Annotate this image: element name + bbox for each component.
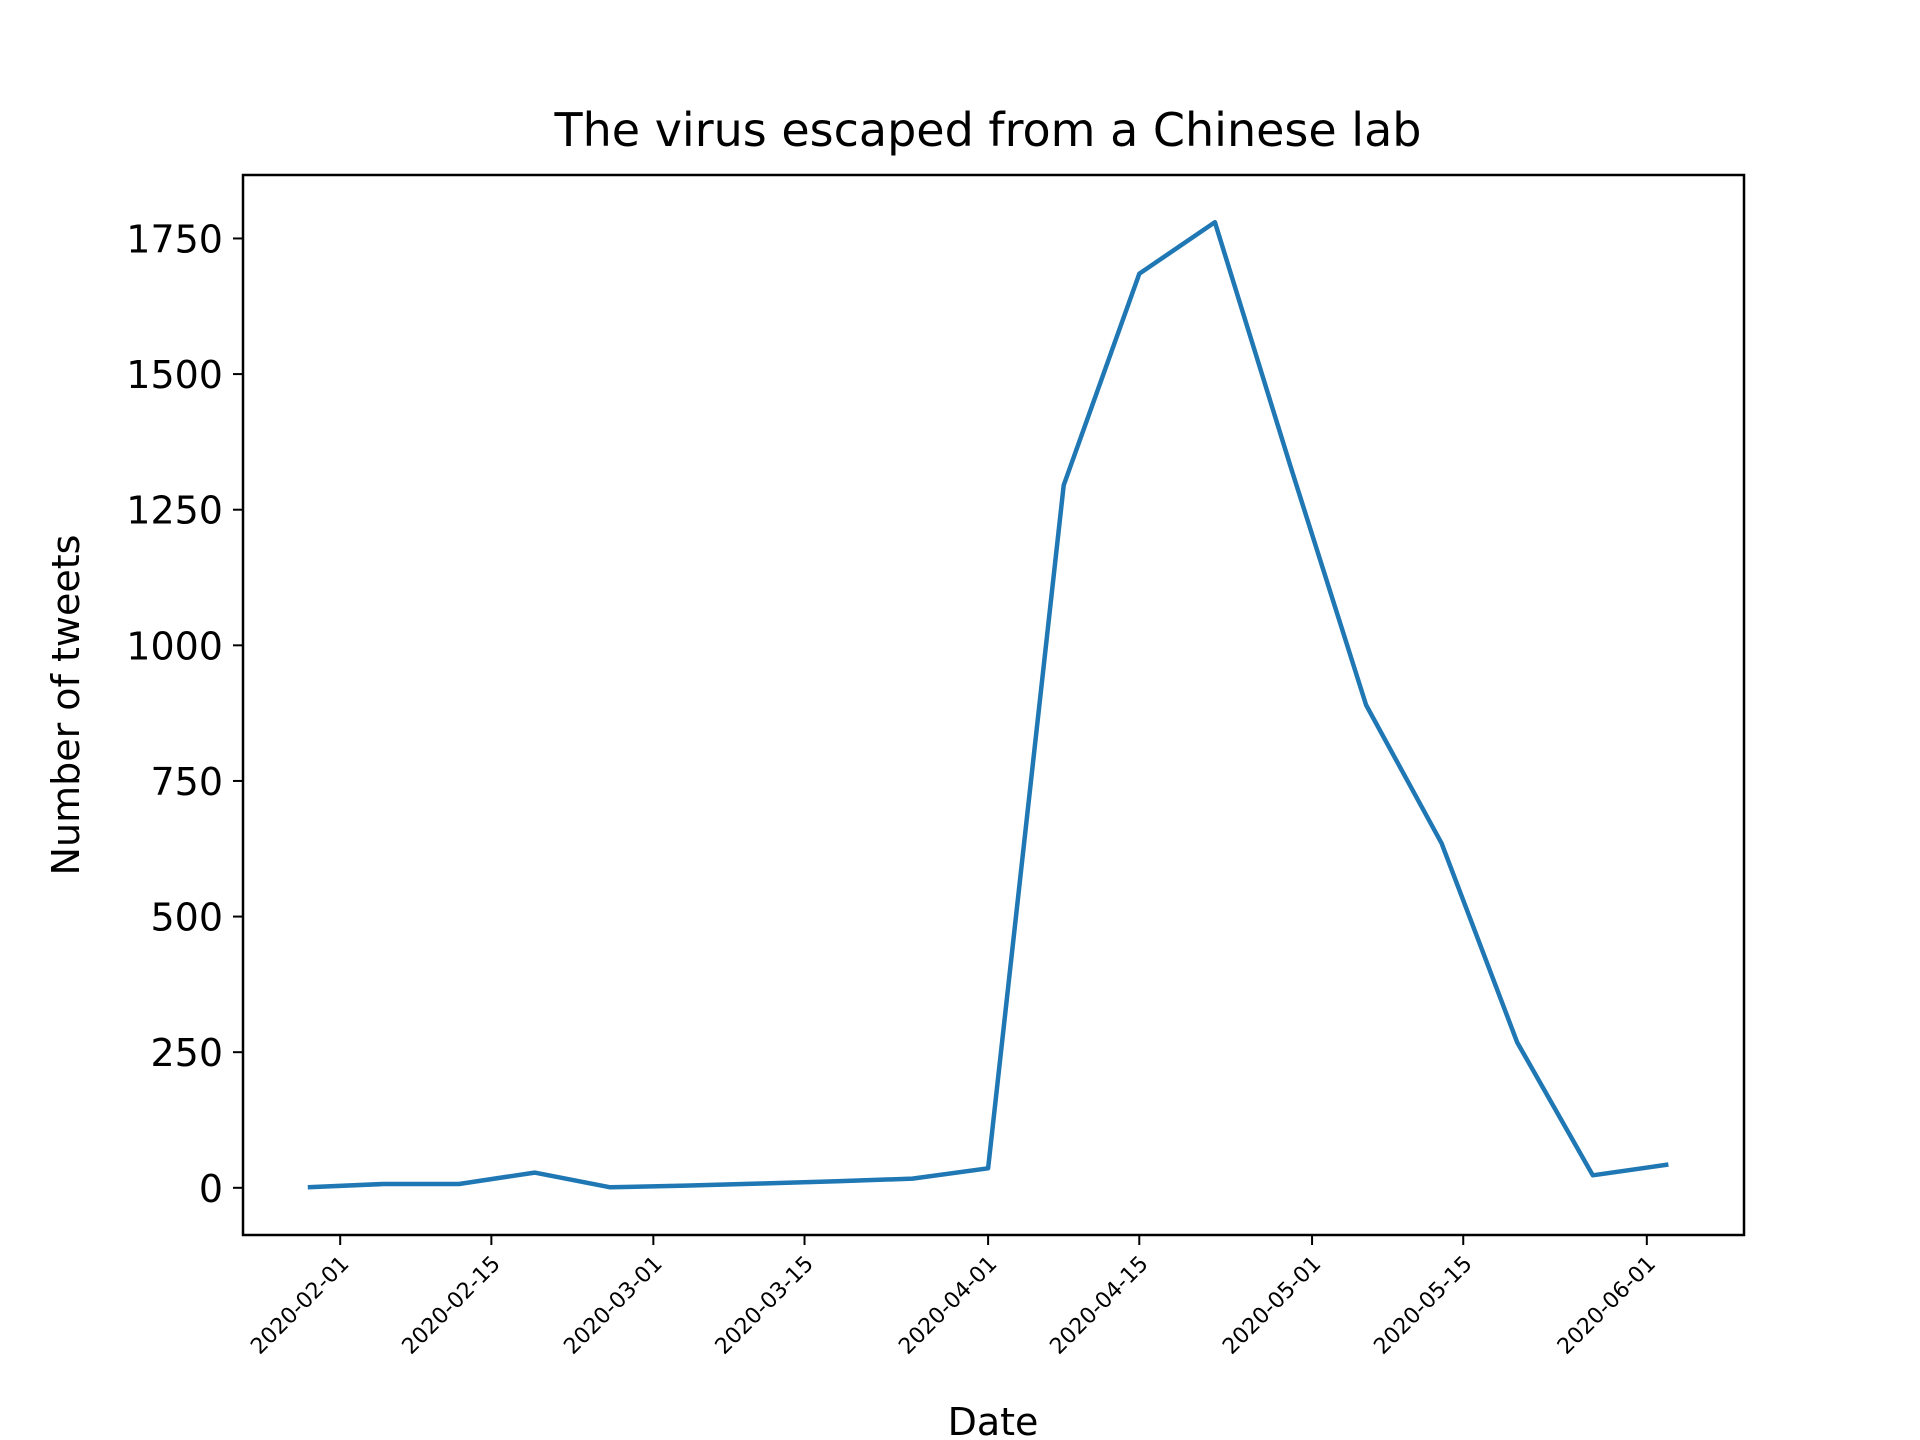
y-tick-label: 1500 — [126, 353, 223, 397]
y-tick-label: 1250 — [126, 489, 223, 533]
plot-frame — [241, 173, 1746, 1237]
series-line — [307, 219, 1669, 1190]
y-tick-label: 750 — [150, 760, 223, 804]
y-tick-label: 500 — [150, 896, 223, 940]
x-axis-ticks: 2020-02-01 2020-02-15 2020-03-01 2020-03-15… — [246, 1235, 1661, 1360]
y-axis-ticks: 0 250 500 750 1000 1250 1500 1750 — [126, 217, 243, 1211]
chart-title: The virus escaped from a Chinese lab — [554, 103, 1422, 157]
y-tick-label: 1750 — [126, 217, 223, 261]
y-tick-label: 1000 — [126, 624, 223, 668]
x-tick-label: 2020-04-15 — [1045, 1252, 1153, 1360]
y-tick-label: 250 — [150, 1031, 223, 1075]
y-tick-label: 0 — [199, 1167, 223, 1211]
x-tick-label: 2020-04-01 — [894, 1252, 1002, 1360]
x-tick-label: 2020-03-01 — [560, 1252, 668, 1360]
x-tick-label: 2020-05-01 — [1218, 1252, 1326, 1360]
x-tick-label: 2020-02-01 — [246, 1252, 354, 1360]
y-axis-label: Number of tweets — [44, 535, 88, 876]
x-axis-label: Date — [948, 1400, 1039, 1440]
x-tick-label: 2020-03-15 — [711, 1252, 819, 1360]
x-tick-label: 2020-06-01 — [1553, 1252, 1661, 1360]
x-tick-label: 2020-02-15 — [398, 1252, 506, 1360]
x-tick-label: 2020-05-15 — [1369, 1252, 1477, 1360]
